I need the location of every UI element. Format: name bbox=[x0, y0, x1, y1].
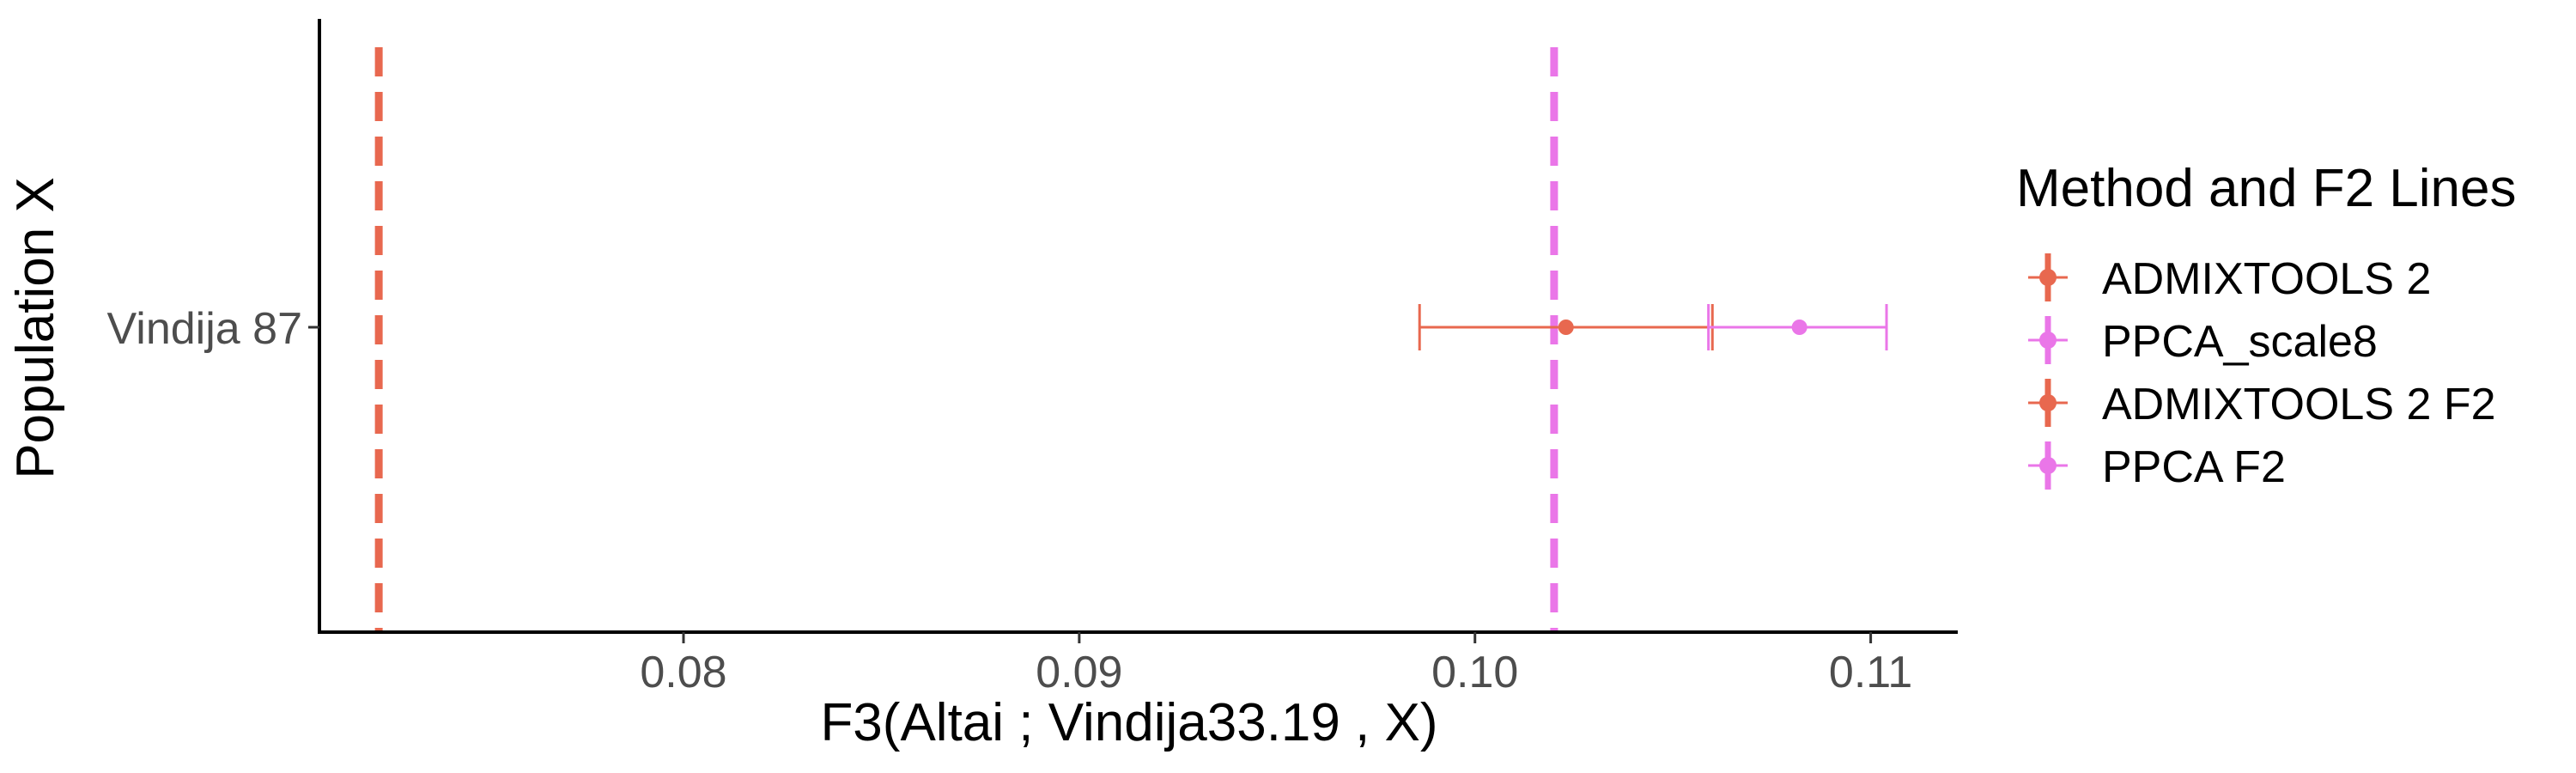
x-axis-ticks: 0.08 0.09 0.10 0.11 bbox=[640, 632, 1912, 697]
reference-lines bbox=[374, 47, 1558, 632]
legend-item-2: PPCA_scale8 bbox=[2028, 316, 2378, 367]
series-1-mark bbox=[1418, 304, 1714, 350]
x-tick-label: 0.08 bbox=[640, 648, 726, 697]
axes bbox=[318, 19, 1958, 634]
x-tick-label: 0.09 bbox=[1036, 648, 1122, 697]
legend-label: ADMIXTOOLS 2 bbox=[2102, 254, 2431, 304]
data-points bbox=[1418, 304, 1888, 350]
legend-item-3: ADMIXTOOLS 2 F2 bbox=[2028, 379, 2496, 429]
legend-items: ADMIXTOOLS 2 PPCA_scale8 ADMIXTOOLS 2 F2 PP… bbox=[2028, 253, 2496, 492]
legend-key-point bbox=[2039, 394, 2057, 411]
legend-label: PPCA_scale8 bbox=[2102, 317, 2378, 367]
legend-item-4: PPCA F2 bbox=[2028, 441, 2286, 492]
data-point bbox=[1558, 320, 1574, 335]
legend-label: ADMIXTOOLS 2 F2 bbox=[2102, 380, 2496, 429]
x-tick-label: 0.11 bbox=[1829, 648, 1912, 697]
y-axis-title: Population X bbox=[6, 177, 65, 479]
legend-key-point bbox=[2039, 457, 2057, 474]
data-point bbox=[1791, 320, 1807, 335]
legend-title: Method and F2 Lines bbox=[2016, 159, 2517, 218]
x-axis-title: F3(Altai ; Vindija33.19 , X) bbox=[820, 693, 1437, 752]
legend-label: PPCA F2 bbox=[2102, 442, 2286, 492]
legend-key-point bbox=[2039, 332, 2057, 349]
legend: Method and F2 Lines ADMIXTOOLS 2 PPCA_sca… bbox=[2016, 159, 2517, 492]
y-tick-label: Vindija 87 bbox=[107, 304, 302, 354]
y-axis-ticks: Vindija 87 bbox=[107, 304, 319, 354]
x-tick-label: 0.10 bbox=[1431, 648, 1518, 697]
legend-key-point bbox=[2039, 269, 2057, 286]
legend-item-1: ADMIXTOOLS 2 bbox=[2028, 253, 2431, 304]
series-2-mark bbox=[1707, 304, 1888, 350]
